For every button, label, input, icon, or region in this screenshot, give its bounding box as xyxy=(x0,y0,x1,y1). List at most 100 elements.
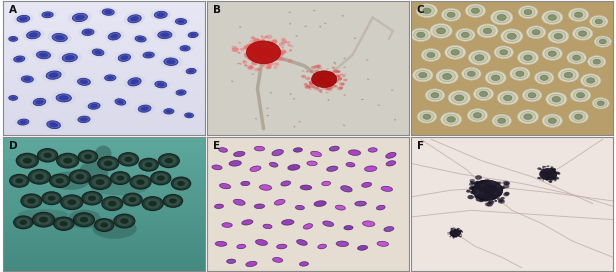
Circle shape xyxy=(259,52,265,56)
Ellipse shape xyxy=(68,11,92,24)
Circle shape xyxy=(333,82,336,84)
Circle shape xyxy=(590,57,603,66)
Ellipse shape xyxy=(263,224,272,229)
Circle shape xyxy=(460,230,461,231)
Circle shape xyxy=(266,40,270,43)
Circle shape xyxy=(453,238,455,239)
Circle shape xyxy=(61,195,83,210)
Circle shape xyxy=(84,154,92,159)
Circle shape xyxy=(485,188,488,191)
Circle shape xyxy=(254,68,259,72)
Circle shape xyxy=(326,77,331,80)
Circle shape xyxy=(453,230,455,231)
Circle shape xyxy=(270,43,272,44)
Circle shape xyxy=(274,52,280,56)
Circle shape xyxy=(543,173,544,174)
Circle shape xyxy=(476,186,481,190)
Circle shape xyxy=(486,189,490,191)
Circle shape xyxy=(316,87,320,89)
Ellipse shape xyxy=(342,76,345,77)
Circle shape xyxy=(10,174,29,187)
Circle shape xyxy=(497,91,518,105)
Text: D: D xyxy=(9,141,18,151)
Circle shape xyxy=(322,81,326,84)
Circle shape xyxy=(117,216,132,226)
Ellipse shape xyxy=(288,165,300,170)
Circle shape xyxy=(551,31,566,41)
Circle shape xyxy=(259,45,264,49)
Circle shape xyxy=(248,44,253,47)
Circle shape xyxy=(252,52,259,56)
Circle shape xyxy=(557,172,561,175)
Circle shape xyxy=(470,110,485,120)
Circle shape xyxy=(248,66,254,70)
Circle shape xyxy=(546,174,549,176)
Circle shape xyxy=(482,197,489,202)
Ellipse shape xyxy=(233,199,245,205)
Ellipse shape xyxy=(177,44,193,52)
Ellipse shape xyxy=(188,69,195,73)
Circle shape xyxy=(468,109,487,122)
Circle shape xyxy=(248,43,254,48)
Circle shape xyxy=(489,191,493,194)
Ellipse shape xyxy=(349,150,360,155)
Circle shape xyxy=(453,235,455,236)
Circle shape xyxy=(258,51,262,54)
Circle shape xyxy=(321,70,324,72)
Ellipse shape xyxy=(322,221,334,227)
Circle shape xyxy=(232,46,237,50)
Circle shape xyxy=(548,51,556,56)
Circle shape xyxy=(556,171,559,174)
Circle shape xyxy=(455,236,457,237)
Circle shape xyxy=(251,54,257,58)
Ellipse shape xyxy=(158,31,172,39)
Ellipse shape xyxy=(226,259,236,264)
Circle shape xyxy=(572,55,580,60)
Circle shape xyxy=(318,73,323,76)
Ellipse shape xyxy=(65,55,75,60)
Ellipse shape xyxy=(239,26,241,28)
Ellipse shape xyxy=(386,152,397,159)
Circle shape xyxy=(548,176,550,178)
Circle shape xyxy=(554,173,556,175)
Ellipse shape xyxy=(336,241,349,246)
Ellipse shape xyxy=(80,79,88,84)
Circle shape xyxy=(271,50,274,51)
Ellipse shape xyxy=(137,37,144,41)
Circle shape xyxy=(455,235,456,236)
Circle shape xyxy=(546,175,548,177)
Circle shape xyxy=(493,194,498,198)
Circle shape xyxy=(548,29,569,43)
Circle shape xyxy=(544,175,547,177)
Ellipse shape xyxy=(59,95,69,101)
Circle shape xyxy=(274,50,281,54)
Circle shape xyxy=(333,81,337,84)
Circle shape xyxy=(102,197,123,211)
Circle shape xyxy=(309,88,311,90)
Circle shape xyxy=(177,181,185,186)
Circle shape xyxy=(546,176,549,177)
Circle shape xyxy=(543,178,545,180)
Ellipse shape xyxy=(276,57,278,59)
Ellipse shape xyxy=(293,147,302,152)
Circle shape xyxy=(108,201,116,206)
Circle shape xyxy=(306,70,309,73)
Circle shape xyxy=(316,80,322,84)
Circle shape xyxy=(268,51,272,54)
Circle shape xyxy=(485,188,491,192)
Circle shape xyxy=(503,193,509,196)
Ellipse shape xyxy=(186,114,192,117)
Ellipse shape xyxy=(18,209,68,220)
Circle shape xyxy=(319,77,325,81)
Circle shape xyxy=(314,73,316,75)
Circle shape xyxy=(456,29,475,41)
Circle shape xyxy=(469,179,475,183)
Circle shape xyxy=(270,47,277,51)
Circle shape xyxy=(476,89,491,99)
Circle shape xyxy=(318,74,322,76)
Circle shape xyxy=(485,202,491,206)
Circle shape xyxy=(455,228,456,229)
Ellipse shape xyxy=(237,63,240,64)
Circle shape xyxy=(271,48,277,52)
Circle shape xyxy=(542,171,545,174)
